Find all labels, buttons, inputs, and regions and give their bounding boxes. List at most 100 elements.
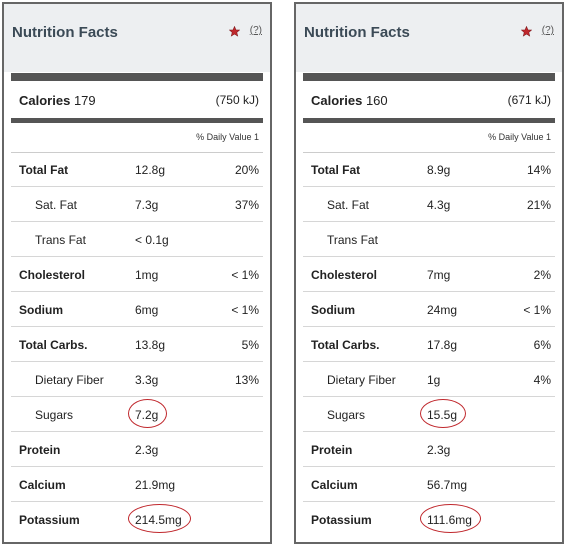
nutrient-label: Potassium xyxy=(19,513,80,527)
nutrient-row: Sodium 24mg < 1% xyxy=(303,292,555,327)
nutrient-row: Sodium 6mg < 1% xyxy=(11,292,263,327)
nutrient-row: Sugars 7.2g xyxy=(11,397,263,432)
nutrient-label: Calcium xyxy=(311,478,358,492)
nutrition-panel-left: Nutrition Facts (?) Calories 179 (750 kJ… xyxy=(2,2,272,544)
thick-divider xyxy=(303,73,555,81)
medium-divider xyxy=(303,118,555,123)
nutrient-row: Total Carbs. 17.8g 6% xyxy=(303,327,555,362)
nutrient-amount: 24mg xyxy=(427,303,458,317)
nutrient-daily-percent: 6% xyxy=(533,338,551,352)
nutrient-row: Sat. Fat 4.3g 21% xyxy=(303,187,555,222)
nutrient-label: Sodium xyxy=(19,303,63,317)
nutrient-daily-percent: 5% xyxy=(241,338,259,352)
nutrient-row: Dietary Fiber 1g 4% xyxy=(303,362,555,397)
nutrient-label: Total Fat xyxy=(19,163,69,177)
nutrient-amount: < 0.1g xyxy=(135,233,169,247)
help-link[interactable]: (?) xyxy=(249,25,262,36)
calories-label: Calories 179 xyxy=(19,93,96,108)
nutrient-row: Calcium 56.7mg xyxy=(303,467,555,502)
thick-divider xyxy=(11,73,263,81)
nutrient-label: Sat. Fat xyxy=(327,198,370,212)
highlight-circle xyxy=(420,399,466,428)
nutrient-row: Dietary Fiber 3.3g 13% xyxy=(11,362,263,397)
nutrient-amount: 7.3g xyxy=(135,198,159,212)
nutrient-amount: 6mg xyxy=(135,303,159,317)
nutrient-label: Cholesterol xyxy=(19,268,86,282)
nutrient-label: Sodium xyxy=(311,303,355,317)
nutrient-label: Total Carbs. xyxy=(311,338,380,352)
nutrient-label: Potassium xyxy=(311,513,372,527)
daily-value-header: % Daily Value 1 xyxy=(11,123,263,153)
nutrient-label: Total Carbs. xyxy=(19,338,88,352)
nutrient-amount: 56.7mg xyxy=(427,478,468,492)
nutrient-amount: 4.3g xyxy=(427,198,451,212)
nutrient-amount: 2.3g xyxy=(427,443,451,457)
nutrient-daily-percent: 21% xyxy=(526,198,551,212)
medium-divider xyxy=(11,118,263,123)
nutrient-daily-percent: < 1% xyxy=(231,268,259,282)
nutrient-label: Trans Fat xyxy=(35,233,86,247)
nutrient-label: Dietary Fiber xyxy=(327,373,396,387)
highlight-circle xyxy=(128,504,191,533)
calories-kj: (750 kJ) xyxy=(215,93,259,107)
star-icon[interactable] xyxy=(229,26,240,37)
nutrient-daily-percent: 4% xyxy=(533,373,551,387)
nutrition-panel-right: Nutrition Facts (?) Calories 160 (671 kJ… xyxy=(294,2,564,544)
calories-kj: (671 kJ) xyxy=(507,93,551,107)
calories-value: 160 xyxy=(365,93,388,108)
nutrient-rows: Total Fat 8.9g 14% Sat. Fat 4.3g 21% Trans Fat… xyxy=(303,152,555,536)
nutrient-daily-percent: 20% xyxy=(234,163,259,177)
help-link[interactable]: (?) xyxy=(541,25,554,36)
nutrient-rows: Total Fat 12.8g 20% Sat. Fat 7.3g 37% Trans Fa… xyxy=(11,152,263,536)
daily-value-label: % Daily Value 1 xyxy=(196,132,259,142)
nutrient-daily-percent: < 1% xyxy=(523,303,551,317)
nutrient-label: Dietary Fiber xyxy=(35,373,104,387)
nutrient-row: Total Fat 8.9g 14% xyxy=(303,152,555,187)
nutrient-row: Sugars 15.5g xyxy=(303,397,555,432)
nutrient-daily-percent: 2% xyxy=(533,268,551,282)
nutrient-amount: 21.9mg xyxy=(135,478,176,492)
nutrient-amount: 17.8g xyxy=(427,338,458,352)
nutrient-label: Sugars xyxy=(35,408,74,422)
nutrient-amount: 8.9g xyxy=(427,163,451,177)
panel-title: Nutrition Facts xyxy=(12,24,118,41)
nutrient-row: Sat. Fat 7.3g 37% xyxy=(11,187,263,222)
nutrient-amount: 13.8g xyxy=(135,338,166,352)
nutrient-label: Protein xyxy=(311,443,353,457)
nutrient-label: Protein xyxy=(19,443,61,457)
panel-header: Nutrition Facts (?) xyxy=(4,4,270,72)
highlight-circle xyxy=(420,504,481,533)
panel-title: Nutrition Facts xyxy=(304,24,410,41)
nutrient-row: Potassium 111.6mg xyxy=(303,502,555,536)
nutrient-daily-percent: 37% xyxy=(234,198,259,212)
nutrient-label: Total Fat xyxy=(311,163,361,177)
nutrient-amount: 3.3g xyxy=(135,373,159,387)
daily-value-header: % Daily Value 1 xyxy=(303,123,555,153)
highlight-circle xyxy=(128,399,167,428)
panel-header: Nutrition Facts (?) xyxy=(296,4,562,72)
nutrient-daily-percent: 13% xyxy=(234,373,259,387)
nutrient-amount: 1g xyxy=(427,373,441,387)
calories-row: Calories 160 (671 kJ) xyxy=(303,81,555,118)
nutrient-row: Trans Fat < 0.1g xyxy=(11,222,263,257)
nutrient-row: Protein 2.3g xyxy=(303,432,555,467)
nutrient-amount: 7mg xyxy=(427,268,451,282)
nutrient-amount: 2.3g xyxy=(135,443,159,457)
nutrient-amount: 12.8g xyxy=(135,163,166,177)
nutrient-row: Cholesterol 1mg < 1% xyxy=(11,257,263,292)
nutrient-row: Calcium 21.9mg xyxy=(11,467,263,502)
nutrient-daily-percent: < 1% xyxy=(231,303,259,317)
nutrient-label: Calcium xyxy=(19,478,66,492)
nutrient-row: Potassium 214.5mg xyxy=(11,502,263,536)
nutrient-daily-percent: 14% xyxy=(526,163,551,177)
nutrient-amount: 1mg xyxy=(135,268,159,282)
nutrient-row: Protein 2.3g xyxy=(11,432,263,467)
nutrient-row: Cholesterol 7mg 2% xyxy=(303,257,555,292)
calories-value: 179 xyxy=(73,93,96,108)
calories-label: Calories 160 xyxy=(311,93,388,108)
calories-row: Calories 179 (750 kJ) xyxy=(11,81,263,118)
star-icon[interactable] xyxy=(521,26,532,37)
daily-value-label: % Daily Value 1 xyxy=(488,132,551,142)
nutrient-label: Sugars xyxy=(327,408,366,422)
nutrient-label: Sat. Fat xyxy=(35,198,78,212)
